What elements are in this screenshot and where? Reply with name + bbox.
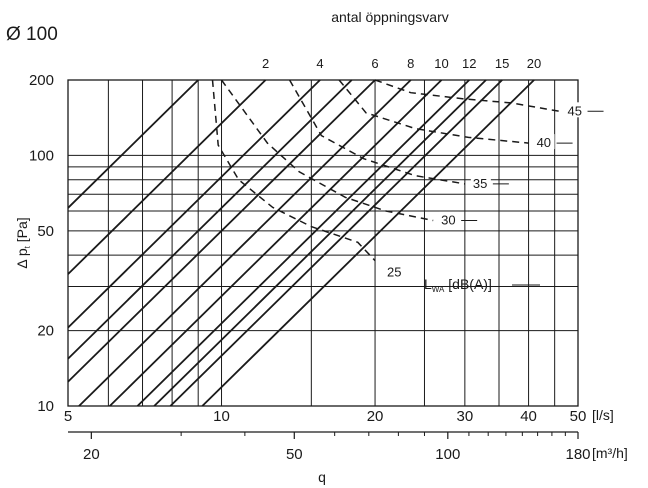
sound-unit-sub: WA [432, 285, 445, 294]
y-tick-label: 20 [37, 323, 54, 340]
y-tick-label: 100 [29, 147, 54, 164]
opening-label: 10 [434, 56, 448, 71]
x-tick-label: 10 [213, 408, 230, 425]
chart-title: Ø 100 [6, 24, 58, 45]
opening-line [153, 79, 487, 407]
opening-label: 2 [262, 56, 269, 71]
y-axis-title-sub: t [23, 245, 32, 248]
x2-tick-label: 180 [565, 446, 590, 463]
y-tick-label: 200 [29, 72, 54, 89]
opening-label: 4 [316, 56, 323, 71]
x-tick-label: 50 [570, 408, 587, 425]
opening-label: 6 [371, 56, 378, 71]
sound-curve-40 [338, 79, 529, 144]
y-tick-label: 50 [37, 223, 54, 240]
opening-label: 12 [462, 56, 476, 71]
x-tick-label: 40 [520, 408, 537, 425]
level-label-bg [470, 174, 491, 190]
x2-axis-title: q [318, 469, 326, 485]
opening-label: 8 [407, 56, 414, 71]
level-label: 40 [537, 135, 551, 150]
level-label-bg [565, 102, 586, 118]
opening-line [67, 79, 267, 275]
opening-line [136, 79, 470, 407]
y-axis-labels: 10 20 50 100 200 [29, 72, 54, 415]
y-axis-title-unit: [Pa] [14, 217, 30, 246]
sound-curve-25 [211, 79, 376, 262]
x-axis-labels: 5 10 20 30 40 50 [64, 408, 587, 425]
x-tick-label: 30 [457, 408, 474, 425]
level-label: 35 [473, 176, 487, 191]
x2-tick-label: 100 [435, 446, 460, 463]
opening-line [78, 79, 412, 407]
sound-level-curves [211, 79, 560, 262]
opening-line [169, 79, 503, 407]
x-tick-label: 5 [64, 408, 72, 425]
opening-line [67, 79, 353, 360]
level-label: 25 [387, 265, 401, 280]
sound-curve-30 [220, 79, 434, 222]
opening-line [67, 79, 321, 329]
opening-lines [67, 79, 535, 407]
x2-tick-label: 50 [286, 446, 303, 463]
level-label: 30 [441, 212, 455, 227]
x2-axis: 20 50 100 180 [68, 431, 591, 463]
sound-level-labels: 25 30 35 40 45 [387, 102, 604, 280]
sound-unit-rest: [dB(A)] [444, 276, 491, 292]
sound-curve-45 [374, 79, 560, 113]
x2-unit-label: [m³/h] [592, 445, 628, 461]
x-unit-label: [l/s] [592, 407, 614, 423]
grid [67, 79, 579, 407]
x-tick-label: 20 [367, 408, 384, 425]
y-axis-title: Δ pt [Pa] [14, 217, 32, 268]
opening-labels: 2 4 6 8 10 12 15 20 [262, 56, 541, 71]
sound-unit-label: LWA [dB(A)] [424, 276, 492, 294]
opening-label: 20 [527, 56, 541, 71]
level-label-bg [534, 134, 555, 150]
opening-label: 15 [495, 56, 509, 71]
sound-unit-main: L [424, 276, 432, 292]
opening-line [201, 79, 535, 407]
y-tick-label: 10 [37, 398, 54, 415]
top-axis-title: antal öppningsvarv [331, 9, 449, 25]
opening-line [109, 79, 443, 407]
y-axis-title-main: Δ p [14, 248, 30, 268]
level-label-bg [439, 211, 460, 227]
opening-line [67, 79, 199, 209]
sound-curve-35 [288, 79, 466, 185]
opening-line [67, 79, 376, 383]
x2-tick-label: 20 [83, 446, 100, 463]
plot-frame [67, 79, 579, 407]
level-label: 45 [568, 103, 582, 118]
